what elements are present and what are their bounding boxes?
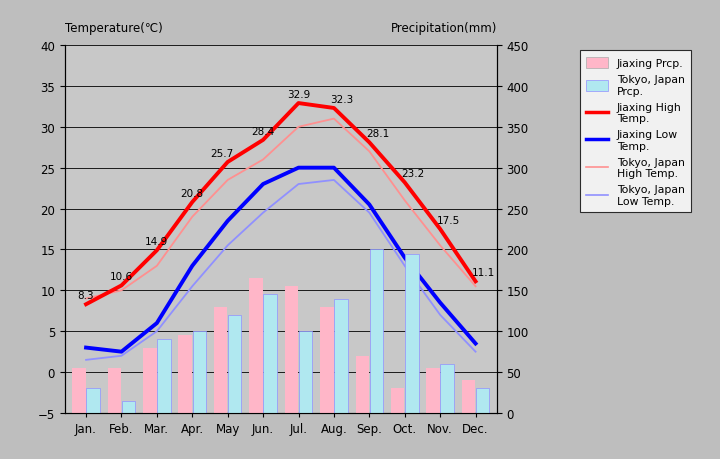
- Bar: [143, 348, 156, 413]
- Text: 14.9: 14.9: [145, 236, 168, 246]
- Bar: [122, 401, 135, 413]
- Text: 10.6: 10.6: [110, 272, 133, 282]
- Bar: [193, 331, 206, 413]
- Bar: [356, 356, 369, 413]
- Bar: [72, 368, 86, 413]
- Bar: [228, 315, 241, 413]
- Bar: [441, 364, 454, 413]
- Bar: [249, 279, 263, 413]
- Bar: [462, 381, 475, 413]
- Text: 32.9: 32.9: [287, 90, 310, 100]
- Text: 8.3: 8.3: [78, 291, 94, 300]
- Bar: [284, 286, 298, 413]
- Bar: [334, 299, 348, 413]
- Bar: [391, 389, 405, 413]
- Text: Precipitation(mm): Precipitation(mm): [390, 22, 497, 35]
- Text: 25.7: 25.7: [210, 148, 234, 158]
- Text: 28.4: 28.4: [251, 126, 275, 136]
- Text: 32.3: 32.3: [330, 95, 354, 105]
- Bar: [369, 250, 383, 413]
- Bar: [405, 254, 418, 413]
- Text: Temperature(℃): Temperature(℃): [65, 22, 163, 35]
- Text: 23.2: 23.2: [402, 169, 425, 179]
- Text: 17.5: 17.5: [437, 215, 460, 225]
- Text: 20.8: 20.8: [181, 189, 204, 198]
- Bar: [179, 336, 192, 413]
- Bar: [86, 389, 100, 413]
- Text: 11.1: 11.1: [472, 268, 495, 278]
- Bar: [214, 307, 228, 413]
- Bar: [476, 389, 490, 413]
- Bar: [157, 340, 171, 413]
- Bar: [299, 331, 312, 413]
- Text: 28.1: 28.1: [366, 129, 390, 139]
- Bar: [108, 368, 121, 413]
- Bar: [426, 368, 440, 413]
- Legend: Jiaxing Prcp., Tokyo, Japan
Prcp., Jiaxing High
Temp., Jiaxing Low
Temp., Tokyo,: Jiaxing Prcp., Tokyo, Japan Prcp., Jiaxi…: [580, 51, 691, 213]
- Bar: [264, 295, 277, 413]
- Bar: [320, 307, 333, 413]
